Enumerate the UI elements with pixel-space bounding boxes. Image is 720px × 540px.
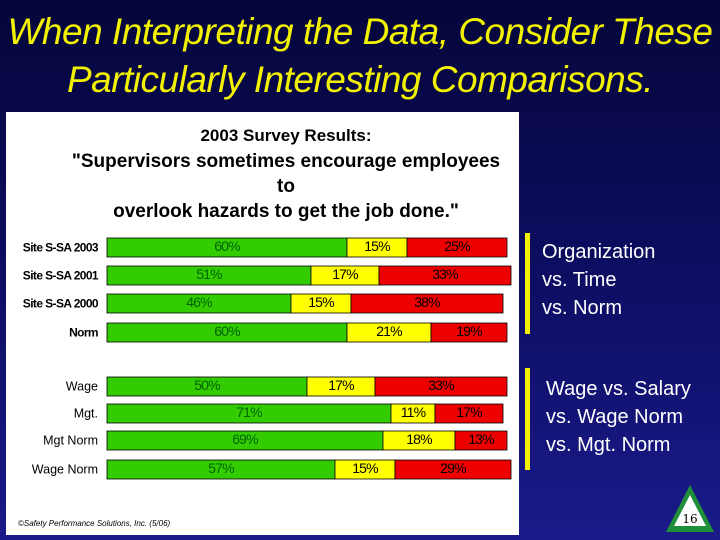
data-label: 60% bbox=[214, 238, 240, 254]
bracket-group2 bbox=[525, 368, 530, 470]
chart-subtitle: "Supervisors sometimes encourage employe… bbox=[66, 149, 506, 224]
chart-subtitle-line2: overlook hazards to get the job done." bbox=[113, 201, 459, 222]
triangle-logo-inner bbox=[674, 495, 706, 526]
category-label: Mgt. bbox=[74, 407, 98, 421]
data-label: 69% bbox=[232, 431, 258, 447]
chart-panel: 2003 Survey Results: "Supervisors someti… bbox=[6, 112, 519, 535]
annotation-group1-line3: vs. Norm bbox=[542, 297, 622, 319]
data-label: 71% bbox=[236, 404, 262, 420]
bar-segment-red bbox=[374, 376, 508, 397]
data-label: 15% bbox=[308, 294, 334, 310]
bar-segment-red bbox=[394, 459, 512, 480]
bar-segment-red bbox=[454, 430, 508, 451]
annotation-group2-line1: Wage vs. Salary bbox=[546, 378, 691, 400]
data-label: 17% bbox=[332, 266, 358, 282]
data-label: 15% bbox=[352, 460, 378, 476]
data-label: 19% bbox=[456, 323, 482, 339]
stacked-bar-chart: Site S-SA 2003 60% 15% 25% Site S-SA 2001 51%… bbox=[23, 237, 512, 480]
data-label: 29% bbox=[440, 460, 466, 476]
data-label: 25% bbox=[444, 238, 470, 254]
bar-segment-red bbox=[430, 322, 508, 343]
slide-title: When Interpreting the Data, Consider The… bbox=[0, 8, 720, 104]
category-label: Site S-SA 2003 bbox=[23, 241, 99, 255]
data-label: 60% bbox=[214, 323, 240, 339]
annotation-group2-line3: vs. Mgt. Norm bbox=[546, 434, 671, 456]
data-label: 15% bbox=[364, 238, 390, 254]
annotation-group2: Wage vs. Salary vs. Wage Norm vs. Mgt. N… bbox=[546, 375, 691, 459]
slide-title-line1: When Interpreting the Data, Consider The… bbox=[7, 11, 714, 52]
bar-segment-red bbox=[406, 237, 508, 258]
data-label: 33% bbox=[432, 266, 458, 282]
data-label: 50% bbox=[194, 377, 220, 393]
annotation-group1: Organization vs. Time vs. Norm bbox=[542, 238, 655, 322]
category-label: Wage Norm bbox=[32, 463, 98, 477]
page-number-badge: 16 bbox=[666, 485, 714, 532]
category-label: Mgt Norm bbox=[43, 434, 98, 448]
category-label: Norm bbox=[69, 326, 98, 340]
copyright-text: ©Safety Performance Solutions, Inc. (5/0… bbox=[18, 519, 171, 528]
annotation-group1-line2: vs. Time bbox=[542, 269, 617, 291]
page-number: 16 bbox=[682, 512, 697, 526]
data-label: 17% bbox=[456, 404, 482, 420]
annotation-group2-line2: vs. Wage Norm bbox=[546, 406, 684, 428]
slide-title-line2: Particularly Interesting Comparisons. bbox=[66, 59, 654, 100]
data-label: 33% bbox=[428, 377, 454, 393]
bar-segment-red bbox=[434, 403, 504, 424]
bar-segment-red bbox=[350, 293, 504, 314]
category-label: Site S-SA 2001 bbox=[23, 269, 99, 283]
data-label: 21% bbox=[376, 323, 402, 339]
bracket-group1 bbox=[525, 233, 530, 334]
category-label: Site S-SA 2000 bbox=[23, 297, 99, 311]
category-label: Wage bbox=[66, 380, 98, 394]
data-label: 57% bbox=[208, 460, 234, 476]
data-label: 46% bbox=[186, 294, 212, 310]
annotation-group1-line1: Organization bbox=[542, 241, 656, 263]
data-label: 17% bbox=[328, 377, 354, 393]
data-label: 38% bbox=[414, 294, 440, 310]
data-label: 13% bbox=[468, 431, 494, 447]
data-label: 11% bbox=[401, 404, 426, 420]
data-label: 18% bbox=[406, 431, 432, 447]
data-label: 51% bbox=[196, 266, 222, 282]
chart-title: 2003 Survey Results: bbox=[200, 126, 372, 145]
bar-segment-red bbox=[378, 265, 512, 286]
chart-subtitle-line1: "Supervisors sometimes encourage employe… bbox=[71, 151, 501, 197]
